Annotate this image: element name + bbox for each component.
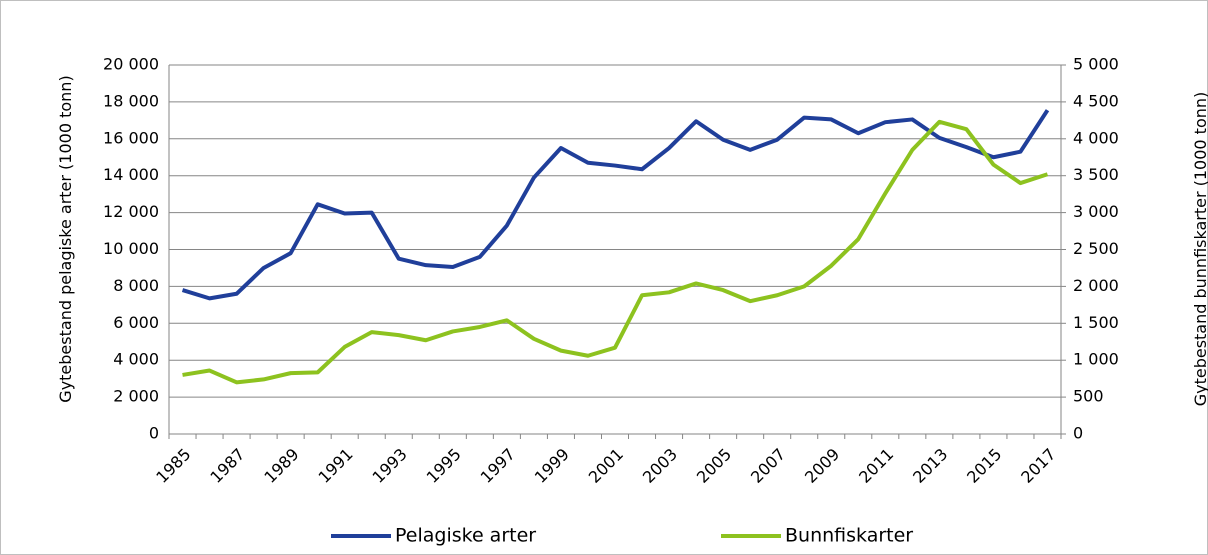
x-tick-label: 1993 — [369, 445, 411, 487]
x-tick-label: 1989 — [260, 445, 302, 487]
x-tick-label: 2015 — [963, 445, 1005, 487]
y2-axis-title: Gytebestand bunnfiskarter (1000 tonn) — [1191, 91, 1208, 407]
y2-tick-label: 2 000 — [1073, 276, 1119, 295]
y2-tick-label: 500 — [1073, 387, 1104, 406]
y-tick-label: 8 000 — [113, 276, 159, 295]
y2-tick-label: 2 500 — [1073, 239, 1119, 258]
y-tick-label: 6 000 — [113, 313, 159, 332]
legend-label: Pelagiske arter — [395, 525, 536, 547]
x-tick-label: 1997 — [477, 445, 519, 487]
y-tick-label: 16 000 — [103, 128, 159, 147]
x-tick-label: 2009 — [801, 445, 843, 487]
y2-tick-label: 0 — [1073, 424, 1083, 443]
y-tick-label: 2 000 — [113, 387, 159, 406]
x-tick-label: 1995 — [423, 445, 465, 487]
y-tick-label: 0 — [149, 424, 159, 443]
x-tick-label: 1985 — [152, 445, 194, 487]
y-tick-label: 4 000 — [113, 350, 159, 369]
y-tick-label: 18 000 — [103, 91, 159, 110]
series-line — [182, 119, 1049, 385]
y2-tick-label: 5 000 — [1073, 55, 1119, 74]
y-axis-title: Gytebestand pelagiske arter (1000 tonn) — [56, 75, 75, 403]
x-tick-label: 2013 — [909, 445, 951, 487]
x-tick-label: 1991 — [314, 445, 356, 487]
y2-tick-label: 4 000 — [1073, 128, 1119, 147]
x-tick-label: 2001 — [585, 445, 627, 487]
x-tick-label: 2005 — [693, 445, 735, 487]
y-tick-label: 12 000 — [103, 202, 159, 221]
x-tick-label: 2007 — [747, 445, 789, 487]
y-tick-label: 20 000 — [103, 55, 159, 74]
series-line — [181, 109, 1050, 301]
x-tick-label: 2011 — [855, 445, 897, 487]
legend-label: Bunnfiskarter — [785, 525, 913, 547]
y-tick-label: 14 000 — [103, 165, 159, 184]
y2-tick-label: 3 500 — [1073, 165, 1119, 184]
x-tick-label: 2017 — [1017, 445, 1059, 487]
y2-tick-label: 1 000 — [1073, 350, 1119, 369]
y2-tick-label: 3 000 — [1073, 202, 1119, 221]
y2-tick-label: 1 500 — [1073, 313, 1119, 332]
y2-tick-label: 4 500 — [1073, 91, 1119, 110]
x-tick-label: 1999 — [531, 445, 573, 487]
x-tick-label: 1987 — [206, 445, 248, 487]
x-tick-label: 2003 — [639, 445, 681, 487]
y-tick-label: 10 000 — [103, 239, 159, 258]
